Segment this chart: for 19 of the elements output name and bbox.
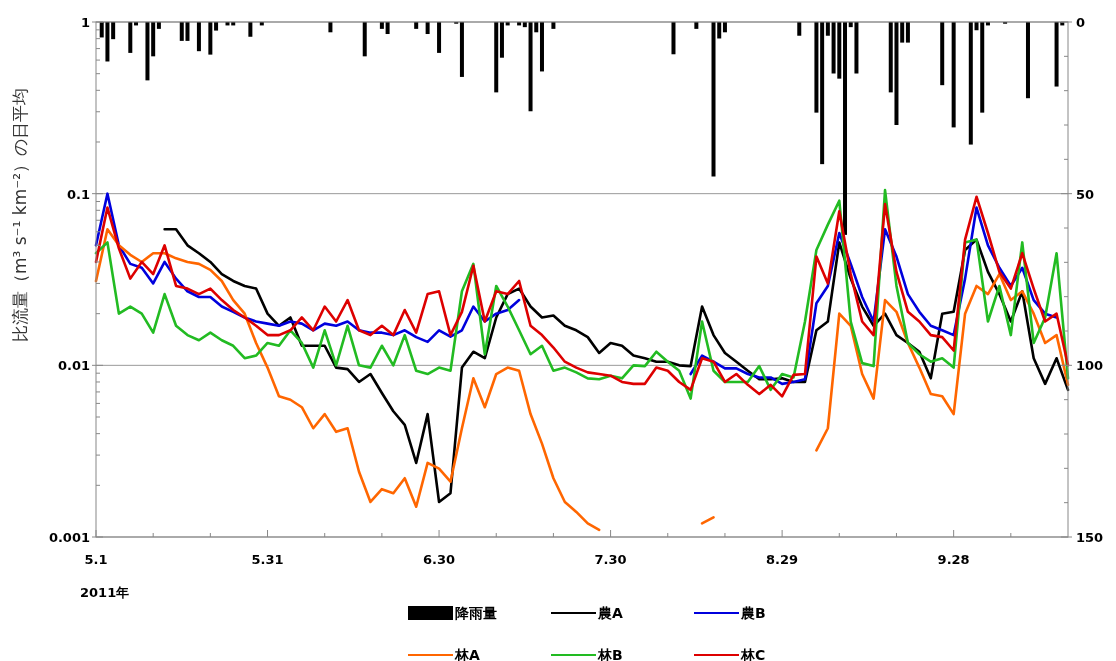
legend-label: 降雨量: [455, 605, 497, 621]
legend-label: 農B: [740, 605, 766, 621]
y-tick-label: 0.1: [66, 186, 90, 202]
x-axis-title: 2011年: [80, 585, 130, 600]
y2-tick-label: 150: [1076, 530, 1104, 545]
y-tick-label: 0.01: [57, 358, 90, 374]
y-axis-title: 比流量（m³ s⁻¹ km⁻²）の日平均: [10, 87, 30, 343]
y2-tick-label: 100: [1076, 358, 1104, 374]
x-tick-label: 8.29: [766, 552, 799, 567]
x-tick-label: 9.28: [937, 552, 970, 567]
legend-label: 農A: [597, 605, 623, 621]
y-tick-label: 1: [80, 15, 90, 30]
x-tick-label: 6.30: [423, 552, 456, 567]
y2-tick-label: 50: [1076, 186, 1095, 202]
y-tick-label: 0.001: [48, 530, 90, 545]
x-tick-label: 5.31: [251, 552, 284, 567]
x-tick-label: 5.1: [84, 552, 108, 567]
y2-tick-label: 0: [1076, 15, 1086, 30]
x-tick-label: 7.30: [594, 552, 627, 567]
